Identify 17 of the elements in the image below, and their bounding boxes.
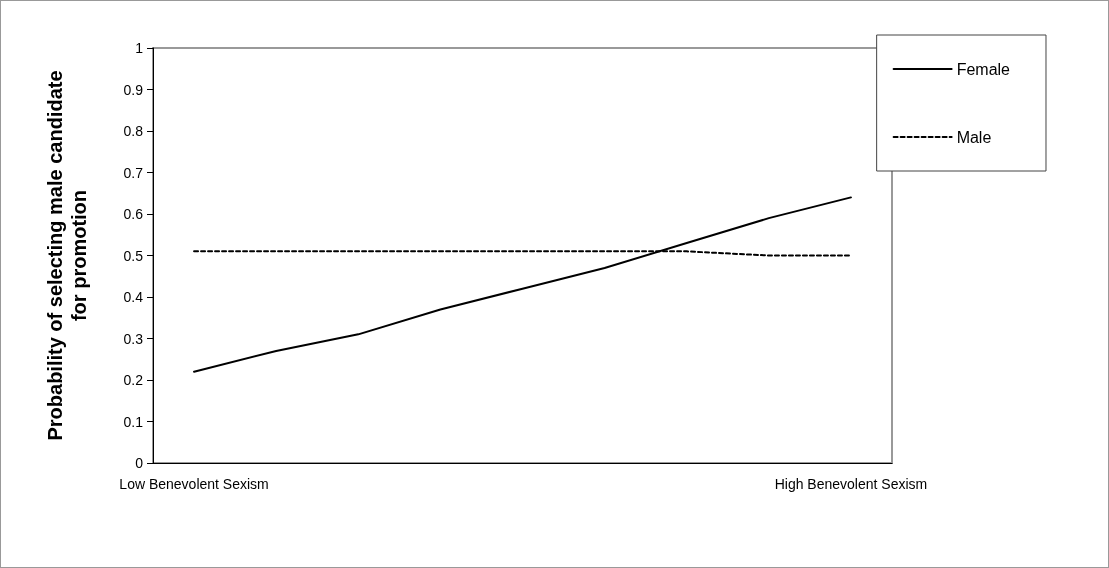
y-tick-label: 0.1 xyxy=(123,413,144,430)
line-series xyxy=(193,196,852,373)
y-tick-label: 0.4 xyxy=(123,289,144,305)
legend-label: Female xyxy=(956,60,1011,78)
y-tick-label: 1 xyxy=(135,40,144,56)
x-tick-label: Low Benevolent Sexism xyxy=(119,476,269,492)
y-tick-label: 0.3 xyxy=(123,330,144,347)
y-tick-label: 0.6 xyxy=(123,206,144,222)
legend-label: Male xyxy=(956,128,992,146)
y-tick-label: 0.8 xyxy=(123,123,144,139)
y-tick-label: 0.5 xyxy=(123,247,144,264)
y-tick-label: 0.7 xyxy=(123,164,144,181)
y-tick-label: 0.9 xyxy=(123,81,144,98)
y-tick-label: 0.2 xyxy=(123,372,144,388)
y-axis-title: Probability of selecting male candidate for promotion xyxy=(44,70,90,441)
x-tick-label: High Benevolent Sexism xyxy=(774,476,928,492)
y-tick-label: 0 xyxy=(135,455,144,471)
